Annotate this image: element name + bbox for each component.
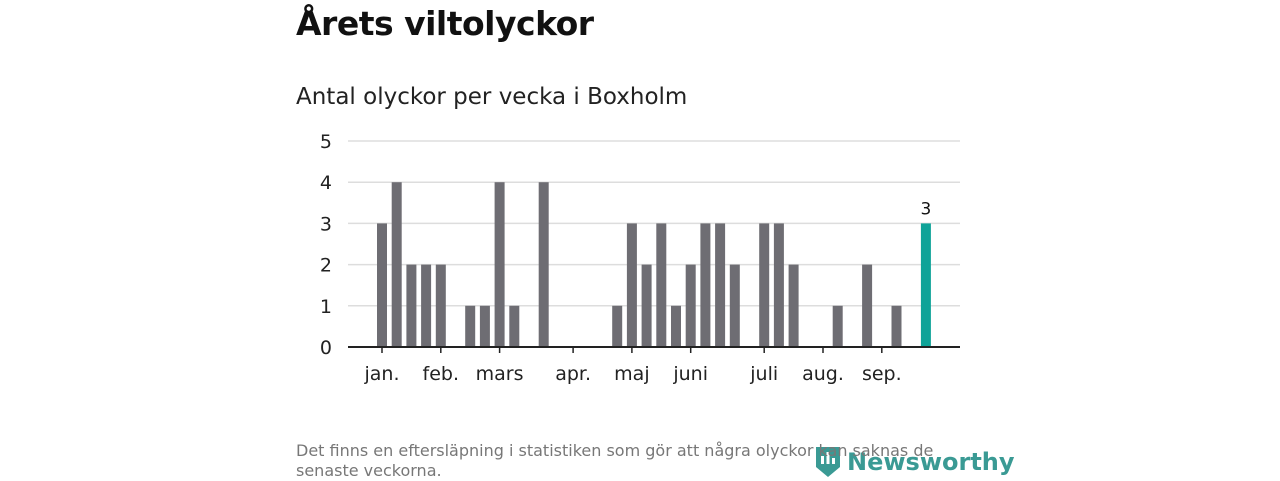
logo-icon [816, 447, 840, 477]
logo-text: Newsworthy [847, 448, 1015, 476]
y-tick-label: 3 [320, 213, 332, 235]
x-tick-label: juli [749, 363, 778, 385]
bar [891, 305, 902, 347]
bar [612, 305, 623, 347]
x-tick-label: aug. [802, 363, 844, 385]
newsworthy-logo: Newsworthy [815, 446, 1015, 478]
bar [641, 264, 652, 347]
bar [377, 223, 387, 347]
x-tick-label: mars [476, 363, 524, 385]
bar [494, 182, 505, 347]
bar [406, 264, 417, 347]
bar [391, 182, 402, 347]
x-tick-label: apr. [555, 363, 591, 385]
bar [773, 223, 784, 347]
bar [435, 264, 446, 347]
bar [465, 305, 476, 347]
x-tick-label: sep. [862, 363, 902, 385]
y-tick-label: 4 [320, 172, 332, 194]
y-tick-label: 5 [320, 131, 332, 153]
x-tick-label: feb. [423, 363, 459, 385]
bar [479, 305, 490, 347]
bar [788, 264, 799, 347]
y-tick-label: 1 [320, 296, 332, 318]
bar [832, 305, 843, 347]
bar [538, 182, 549, 347]
x-tick-label: juni [672, 363, 708, 385]
bar [920, 223, 931, 347]
y-tick-label: 0 [320, 337, 332, 359]
bar [759, 223, 770, 347]
bar [626, 223, 637, 347]
footnote: Det finns en eftersläpning i statistiken… [296, 441, 934, 480]
bar [715, 223, 726, 347]
bar [509, 305, 520, 347]
bar [685, 264, 696, 347]
x-tick-label: jan. [363, 363, 399, 385]
bar [729, 264, 740, 347]
y-tick-label: 2 [320, 255, 332, 277]
bar [671, 305, 681, 347]
chart-title: Antal olyckor per vecka i Boxholm [296, 84, 688, 110]
bar [862, 264, 873, 347]
bar [421, 264, 432, 347]
bar [656, 223, 667, 347]
data-label: 3 [920, 199, 931, 219]
bar [700, 223, 711, 347]
bar-chart: 0 1 2 3 4 5 3 jan. feb. mars apr. maj juni juli aug. se… [320, 131, 960, 385]
x-tick-label: maj [614, 363, 649, 385]
page-title: Årets viltolyckor [296, 4, 594, 43]
